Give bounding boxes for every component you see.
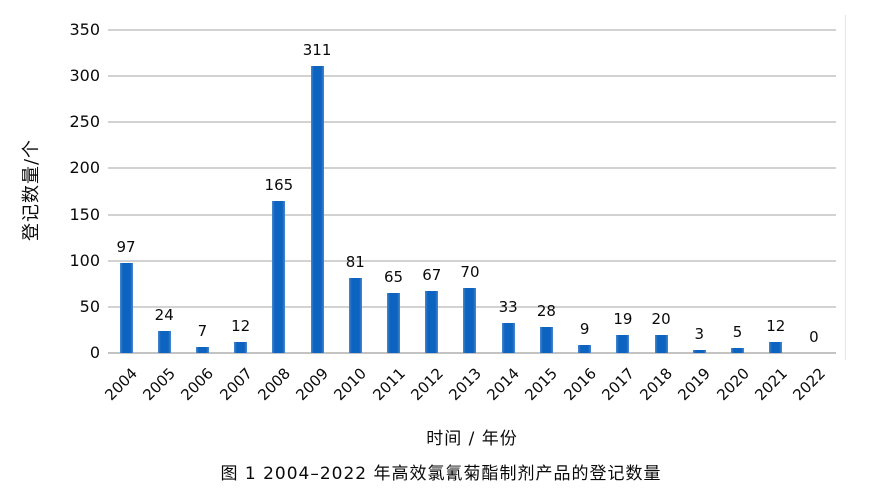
y-tick-label: 0 xyxy=(89,343,100,362)
gridline xyxy=(108,121,836,124)
bar-value-label: 24 xyxy=(154,305,174,324)
gridline xyxy=(108,213,836,216)
bar xyxy=(539,327,553,353)
bar-value-label: 81 xyxy=(345,253,365,272)
bar xyxy=(348,278,362,353)
bar-value-label: 311 xyxy=(302,40,332,59)
gridline xyxy=(108,167,836,170)
bar xyxy=(119,263,133,353)
bar-value-label: 3 xyxy=(694,325,705,344)
bar-value-label: 70 xyxy=(460,263,480,282)
gridline xyxy=(108,29,836,31)
y-axis-title: 登记数量/个 xyxy=(21,138,42,242)
bar xyxy=(310,65,324,353)
bar-value-label: 7 xyxy=(197,321,208,340)
bar xyxy=(731,348,745,353)
bar-value-label: 0 xyxy=(809,328,819,346)
y-tick-label: 50 xyxy=(79,296,100,316)
bar xyxy=(234,341,248,353)
bar-value-label: 12 xyxy=(231,316,251,335)
bar-value-label: 165 xyxy=(264,175,294,194)
bar-value-label: 5 xyxy=(732,323,743,342)
bar-value-label: 19 xyxy=(613,310,633,329)
x-axis-title: 时间 / 年份 xyxy=(426,429,518,449)
plot-right-border xyxy=(845,15,846,360)
bar xyxy=(195,346,209,353)
bar xyxy=(654,334,668,353)
y-tick-label: 100 xyxy=(69,250,100,270)
bar-value-label: 65 xyxy=(383,268,404,286)
bar xyxy=(272,200,286,353)
bar xyxy=(463,288,477,353)
bar-value-label: 28 xyxy=(536,302,556,321)
bar-value-label: 12 xyxy=(766,316,786,335)
gridline xyxy=(108,75,836,78)
bar xyxy=(769,341,783,353)
bar-value-label: 20 xyxy=(651,309,671,328)
bar xyxy=(157,330,171,353)
gridline xyxy=(108,352,836,354)
bar xyxy=(425,291,439,353)
bar-value-label: 9 xyxy=(579,319,590,338)
gridline xyxy=(108,259,836,262)
y-tick-label: 300 xyxy=(69,66,100,86)
y-tick-label: 200 xyxy=(69,158,100,178)
bar-value-label: 33 xyxy=(498,297,518,316)
y-tick-label: 350 xyxy=(69,20,100,39)
bar xyxy=(501,322,515,353)
y-tick-label: 150 xyxy=(69,204,100,224)
bar-value-label: 97 xyxy=(116,238,136,257)
figure-caption: 图 1 2004–2022 年高效氯氰菊酯制剂产品的登记数量 xyxy=(220,464,662,484)
bar xyxy=(616,335,630,353)
y-tick-label: 250 xyxy=(69,112,100,132)
bar xyxy=(692,350,706,353)
bar xyxy=(387,293,401,353)
bar-value-label: 67 xyxy=(422,266,442,285)
bar xyxy=(578,344,592,353)
